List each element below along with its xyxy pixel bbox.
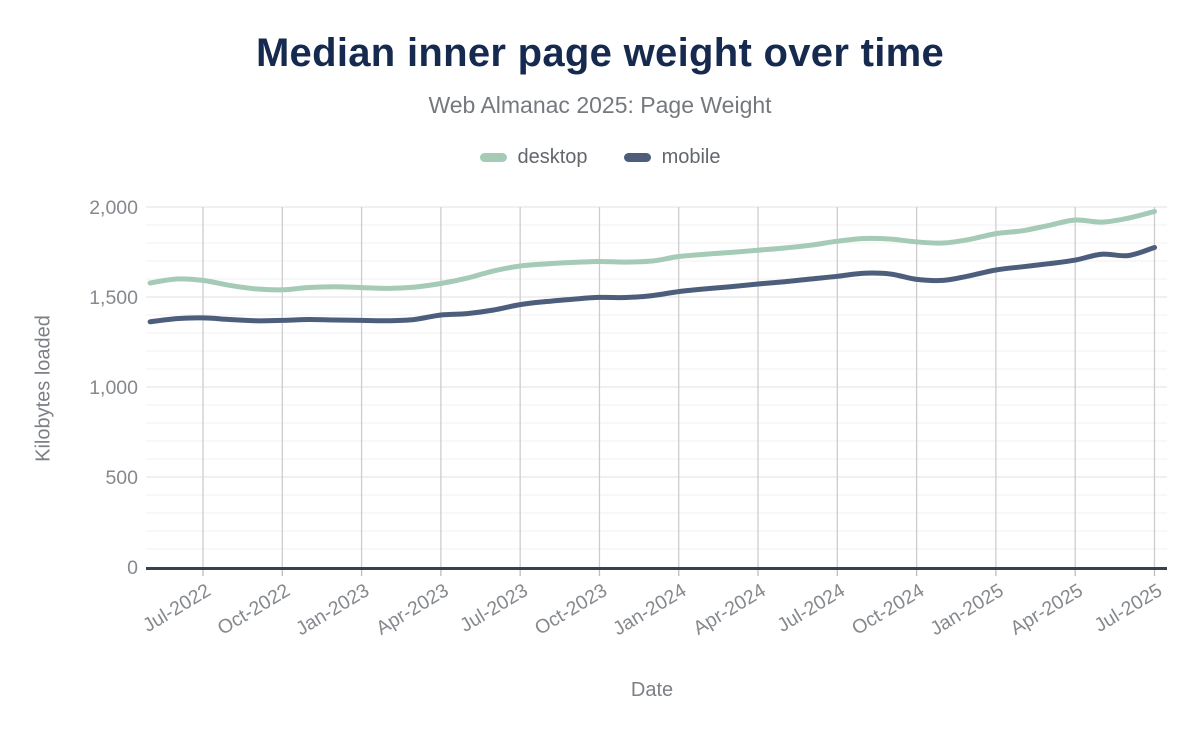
series-line-mobile[interactable]: [147, 245, 1157, 325]
legend-label-mobile: mobile: [661, 146, 721, 168]
y-tick-label: 1,000: [89, 377, 138, 399]
x-tick-label: Jul-2024: [773, 579, 849, 636]
legend-item-desktop[interactable]: desktop: [479, 146, 588, 169]
y-tick-label: 500: [105, 467, 138, 489]
legend-swatch-desktop: [479, 153, 507, 162]
x-tick-label: Apr-2024: [690, 579, 770, 639]
x-tick-label: Oct-2022: [214, 579, 294, 639]
x-axis-title: Date: [630, 679, 674, 701]
x-tick-label: Apr-2025: [1007, 579, 1087, 639]
legend-label-desktop: desktop: [517, 146, 588, 168]
x-tick-label: Jan-2025: [926, 579, 1007, 640]
legend-swatch-mobile: [623, 153, 651, 162]
x-tick-label: Jan-2023: [292, 579, 373, 640]
legend: desktop mobile: [0, 146, 1200, 169]
x-tick-label: Oct-2023: [531, 579, 611, 639]
x-tick-label: Apr-2023: [372, 579, 452, 639]
y-tick-label: 2,000: [89, 197, 138, 219]
chart-title: Median inner page weight over time: [255, 31, 945, 75]
x-tick-label: Oct-2024: [848, 579, 928, 639]
x-tick-label: Jul-2022: [139, 579, 214, 636]
x-tick-label: Jul-2023: [456, 579, 531, 636]
x-tick-label: Jul-2025: [1091, 579, 1167, 636]
y-tick-label: 0: [127, 557, 138, 579]
y-axis-title: Kilobytes loaded: [32, 315, 55, 462]
legend-item-mobile[interactable]: mobile: [623, 146, 721, 169]
chart-subtitle: Web Almanac 2025: Page Weight: [428, 92, 772, 118]
y-tick-label: 1,500: [89, 287, 138, 309]
x-tick-label: Jan-2024: [609, 579, 690, 640]
series-line-desktop[interactable]: [147, 209, 1157, 293]
